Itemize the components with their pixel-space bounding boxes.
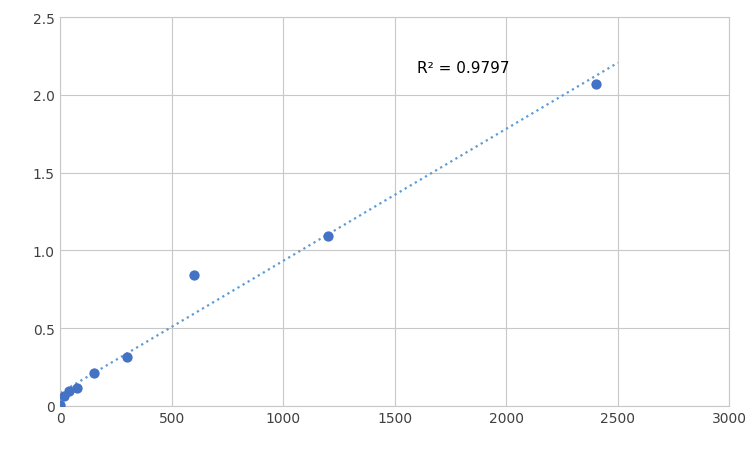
Point <box>54 402 66 409</box>
Point <box>322 233 334 240</box>
Text: R² = 0.9797: R² = 0.9797 <box>417 60 510 75</box>
Point <box>59 392 71 400</box>
Point <box>121 354 133 361</box>
Point <box>590 81 602 88</box>
Point <box>87 370 99 377</box>
Point <box>62 387 74 395</box>
Point <box>188 272 200 279</box>
Point <box>71 384 83 391</box>
